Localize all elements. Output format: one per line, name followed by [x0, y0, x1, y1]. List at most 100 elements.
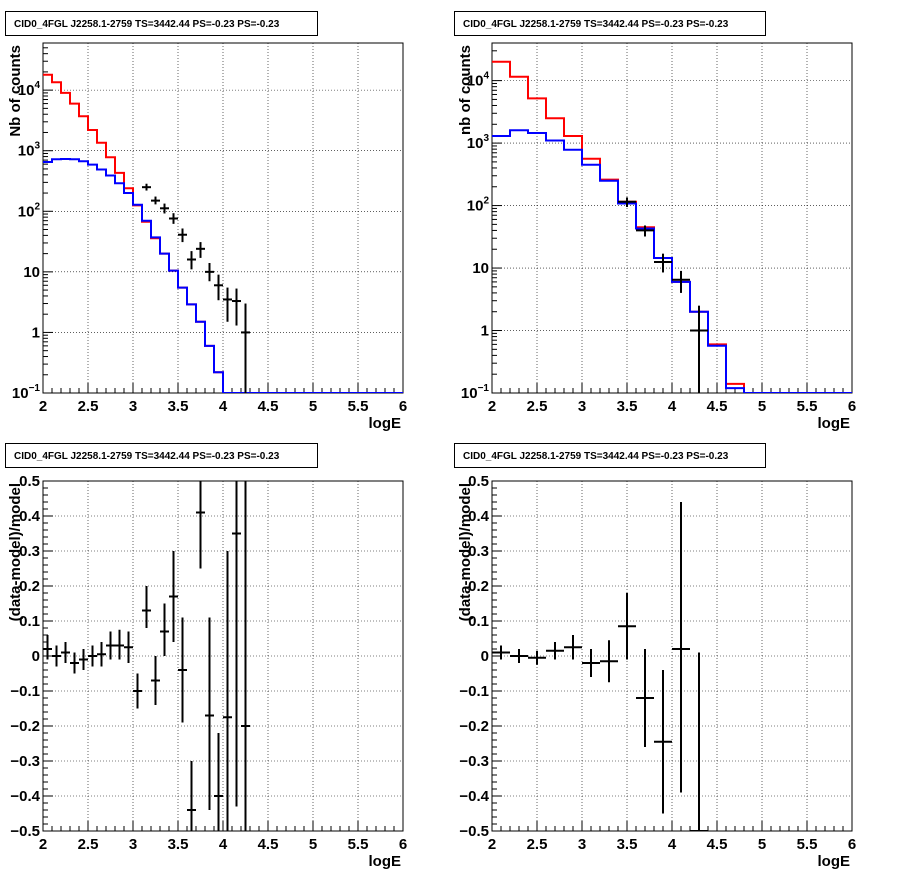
- series-line-2: [492, 129, 852, 393]
- data-point: [124, 631, 133, 663]
- y-tick-label: −0.3: [459, 753, 489, 770]
- y-tick-label: 102: [18, 201, 41, 220]
- y-tick-label: 104: [467, 71, 490, 90]
- data-point: [232, 288, 241, 326]
- y-axis-label: (data-model)/model: [457, 483, 474, 621]
- data-point: [241, 481, 250, 831]
- x-tick-label: 2: [488, 836, 496, 853]
- title-box: [5, 11, 318, 36]
- x-tick-label: 4.5: [707, 398, 728, 415]
- x-tick-label: 6: [399, 836, 407, 853]
- x-tick-label: 5: [309, 836, 317, 853]
- y-tick-label: −0.2: [10, 718, 40, 735]
- data-point: [232, 481, 241, 807]
- x-tick-label: 5.5: [797, 836, 818, 853]
- data-point: [564, 635, 582, 660]
- y-tick-label: 0.1: [19, 613, 40, 630]
- data-point: [654, 253, 672, 273]
- y-tick-label: −0.1: [459, 683, 489, 700]
- x-tick-label: 3: [578, 398, 586, 415]
- y-tick-label: 104: [18, 80, 41, 99]
- y-tick-label: 10: [472, 260, 489, 277]
- data-point: [70, 652, 79, 674]
- data-point: [690, 652, 708, 831]
- data-point: [169, 551, 178, 642]
- title-box: [454, 443, 766, 468]
- x-tick-label: 3.5: [617, 836, 638, 853]
- x-tick-label: 3.5: [168, 836, 189, 853]
- y-tick-label: 103: [467, 133, 490, 152]
- data-point: [151, 196, 160, 205]
- x-tick-label: 6: [399, 398, 407, 415]
- data-point: [196, 481, 205, 569]
- x-tick-label: 5: [758, 836, 766, 853]
- data-point: [672, 270, 690, 293]
- data-point: [205, 617, 214, 810]
- x-tick-label: 2: [488, 398, 496, 415]
- data-point: [546, 642, 564, 660]
- data-point: [223, 551, 232, 831]
- series-line-2: [43, 158, 403, 393]
- data-point: [196, 242, 205, 258]
- y-tick-label: −0.3: [10, 753, 40, 770]
- x-tick-label: 5: [309, 398, 317, 415]
- data-point: [160, 603, 169, 656]
- data-point: [636, 649, 654, 747]
- y-tick-label: 0.4: [19, 508, 41, 525]
- data-point: [160, 203, 169, 214]
- y-tick-label: 0: [481, 648, 489, 665]
- x-tick-label: 4.5: [707, 836, 728, 853]
- chart-title: CID0_4FGL J2258.1-2759 TS=3442.44 PS=-0.…: [14, 19, 280, 30]
- data-point: [600, 640, 618, 683]
- data-point: [97, 642, 106, 667]
- data-point: [106, 631, 115, 660]
- data-point: [142, 183, 151, 191]
- y-tick-label: 10: [23, 264, 40, 281]
- x-tick-label: 5.5: [348, 398, 369, 415]
- x-tick-label: 4.5: [258, 836, 279, 853]
- data-point: [79, 649, 88, 670]
- y-tick-label: 0: [32, 648, 40, 665]
- x-tick-label: 2.5: [527, 836, 548, 853]
- x-tick-label: 2: [39, 398, 47, 415]
- y-tick-label: 103: [18, 141, 41, 160]
- title-box: [5, 443, 318, 468]
- y-tick-label: 0.5: [468, 473, 489, 490]
- y-tick-label: −0.5: [10, 823, 40, 840]
- data-point: [672, 502, 690, 793]
- y-tick-label: −0.1: [10, 683, 40, 700]
- y-tick-label: −0.4: [459, 788, 489, 805]
- x-tick-label: 3: [129, 836, 137, 853]
- data-point: [133, 673, 142, 709]
- data-point: [654, 670, 672, 814]
- data-point: [582, 649, 600, 677]
- data-point: [142, 586, 151, 628]
- chart-panel-4: CID0_4FGL J2258.1-2759 TS=3442.44 PS=-0.…: [454, 443, 856, 870]
- y-tick-label: 102: [467, 196, 490, 215]
- x-tick-label: 5: [758, 398, 766, 415]
- x-tick-label: 2.5: [527, 398, 548, 415]
- data-point: [43, 635, 52, 660]
- y-tick-label: 0.4: [468, 508, 490, 525]
- title-box: [454, 11, 766, 36]
- x-tick-label: 2.5: [78, 836, 99, 853]
- x-axis-label: logE: [369, 853, 402, 870]
- data-point: [151, 656, 160, 705]
- y-tick-label: −0.2: [459, 718, 489, 735]
- x-axis-label: logE: [818, 853, 851, 870]
- data-point: [528, 650, 546, 665]
- data-point: [178, 617, 187, 723]
- data-point: [223, 287, 232, 322]
- x-tick-label: 3.5: [168, 398, 189, 415]
- x-tick-label: 4: [219, 836, 228, 853]
- x-tick-label: 4: [668, 836, 677, 853]
- grid: [491, 480, 853, 832]
- chart-title: CID0_4FGL J2258.1-2759 TS=3442.44 PS=-0.…: [14, 451, 280, 462]
- x-tick-label: 6: [848, 836, 856, 853]
- grid: [42, 43, 404, 394]
- y-tick-label: −0.5: [459, 823, 489, 840]
- series-line-1: [492, 60, 852, 393]
- data-point: [169, 213, 178, 224]
- data-point: [690, 305, 708, 393]
